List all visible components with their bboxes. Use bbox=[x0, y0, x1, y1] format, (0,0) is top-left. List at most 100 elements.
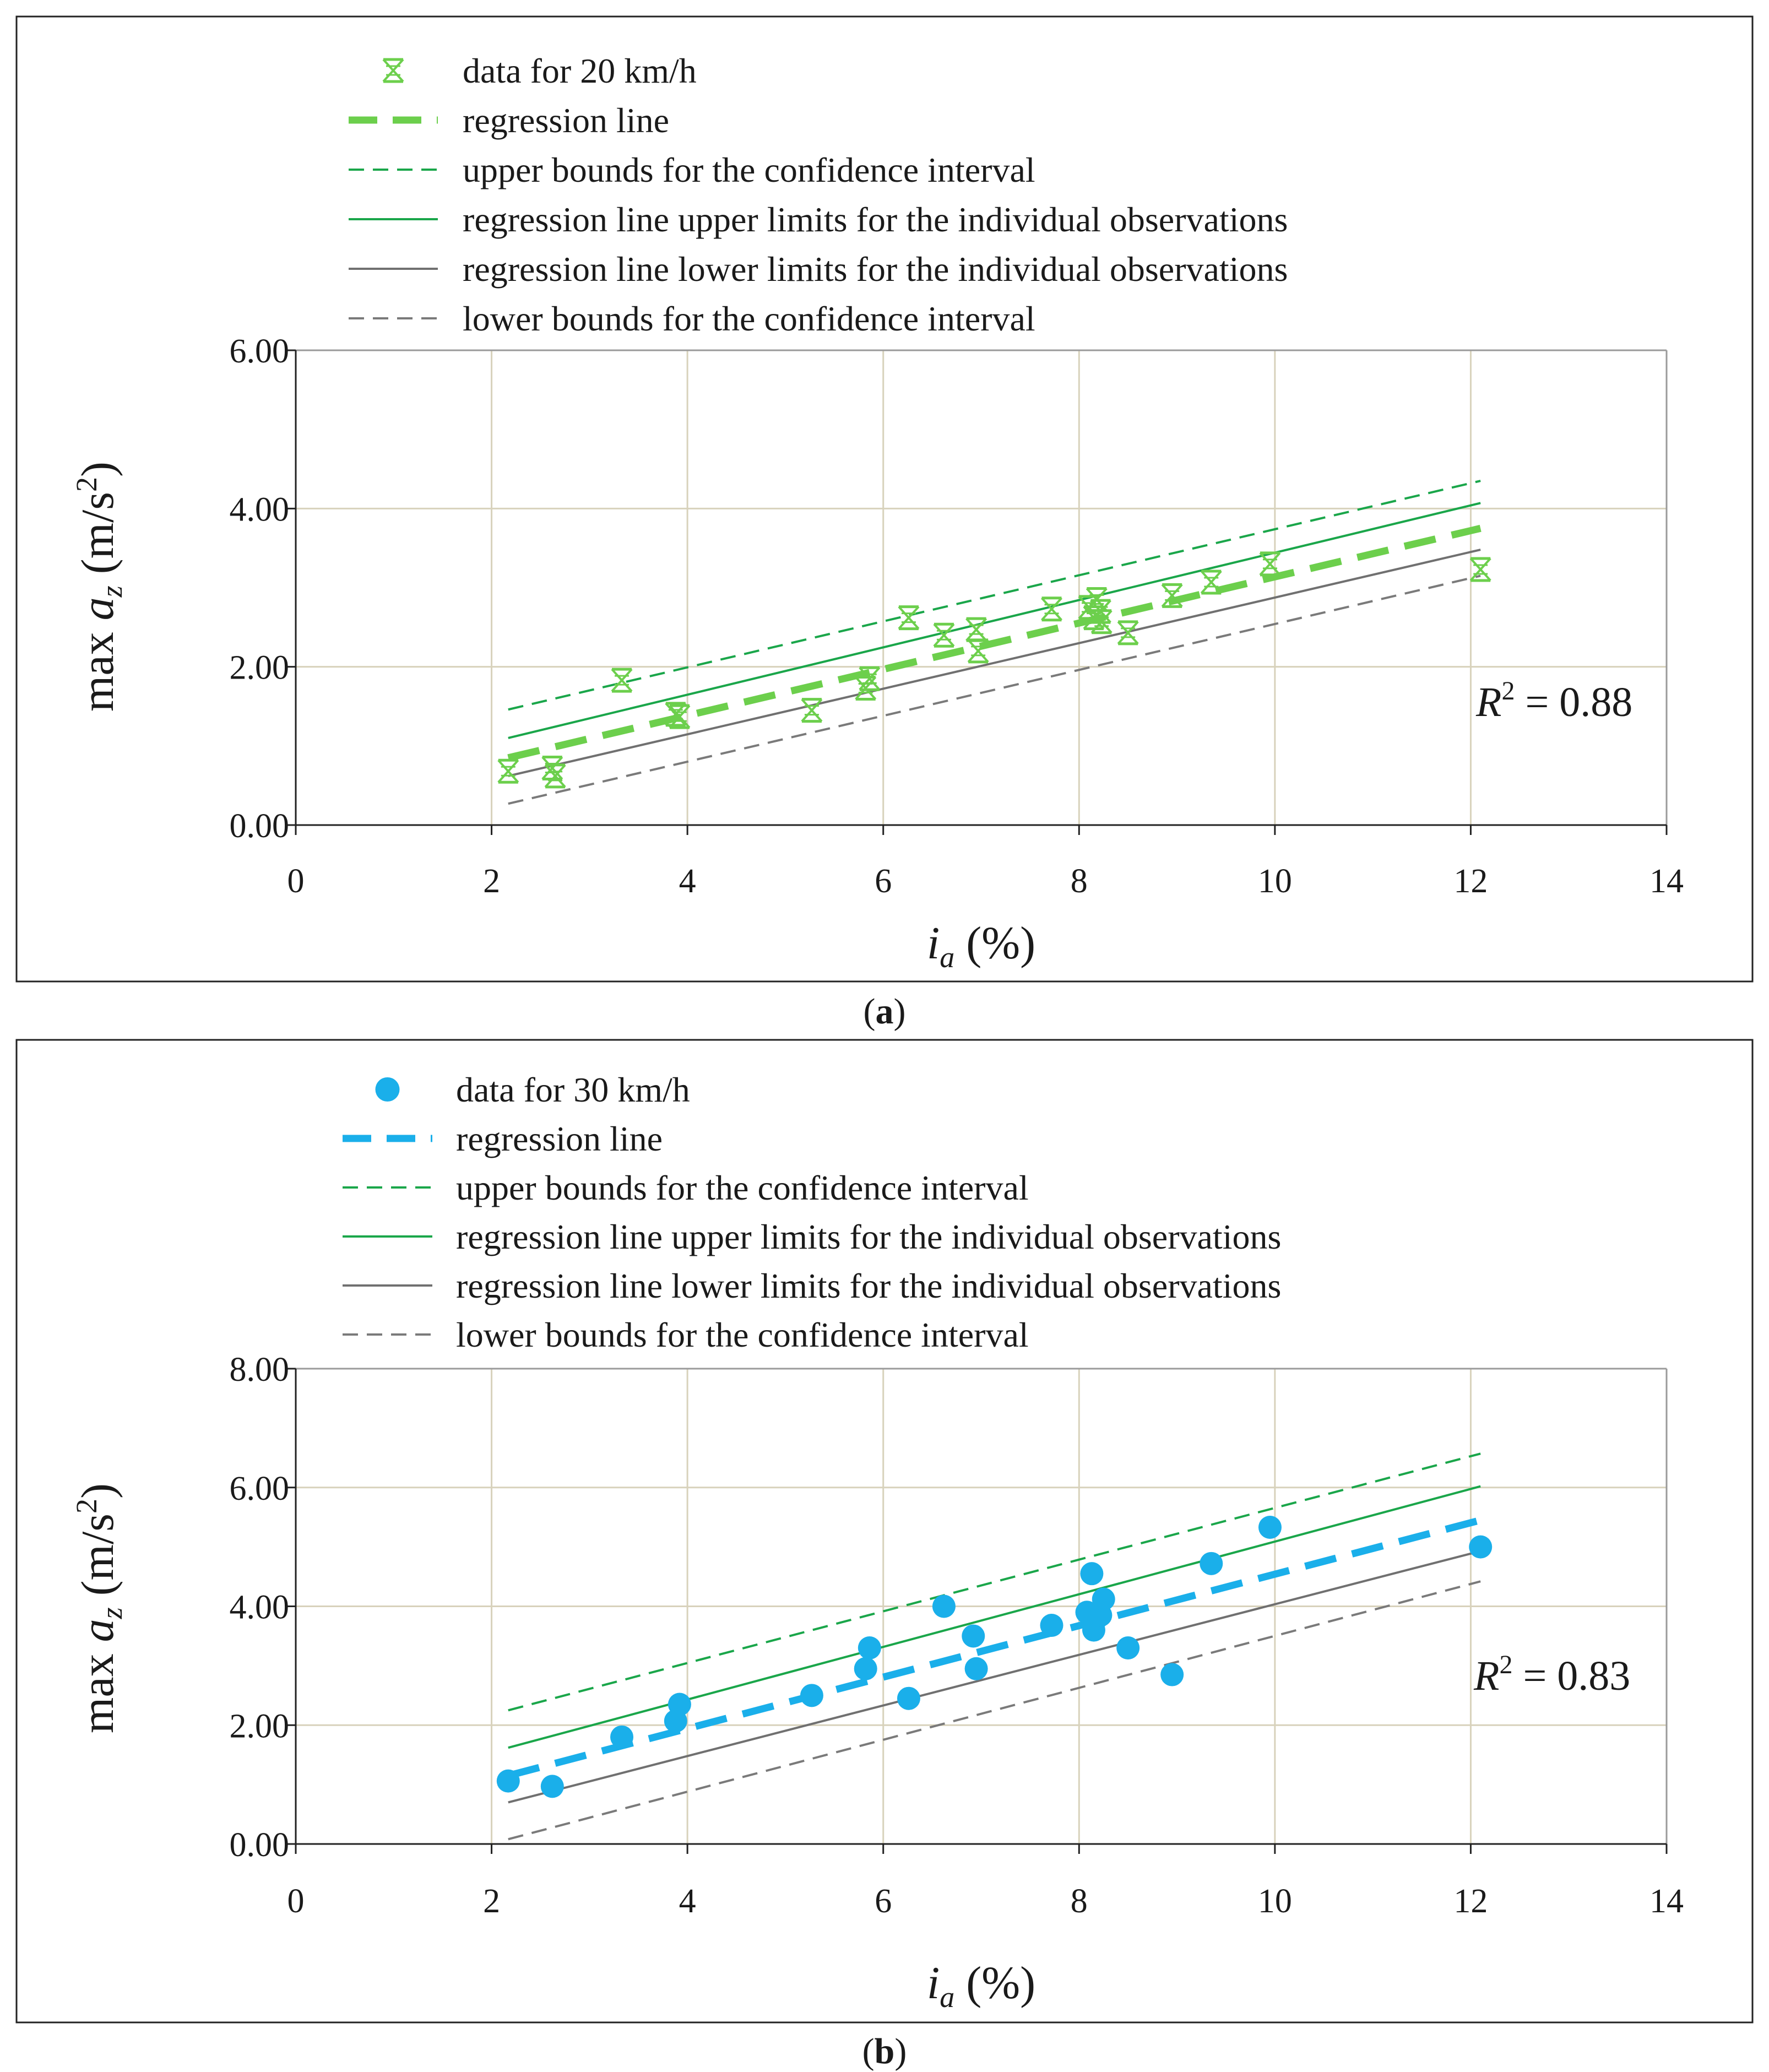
y-tick-label: 4.00 bbox=[230, 491, 290, 528]
data-point bbox=[859, 666, 881, 691]
marker-diag-2 bbox=[544, 764, 566, 788]
y-tick-label: 8.00 bbox=[230, 1351, 290, 1388]
marker-diag-2 bbox=[801, 698, 823, 723]
x-tick-label: 4 bbox=[679, 863, 696, 900]
data-point bbox=[1200, 1552, 1223, 1575]
data-point bbox=[1040, 1614, 1063, 1637]
data-point bbox=[610, 1725, 634, 1749]
data-point bbox=[1160, 1663, 1184, 1686]
marker-diag-2 bbox=[1200, 570, 1222, 594]
marker-diag-2 bbox=[859, 666, 881, 691]
r-squared-label: R2 = 0.83 bbox=[1473, 1650, 1630, 1699]
legend-item: regression line bbox=[343, 1119, 663, 1158]
x-tick-label: 6 bbox=[875, 1883, 892, 1920]
panel-frame bbox=[15, 1039, 1754, 2024]
legend-item: upper bounds for the confidence interval bbox=[343, 1168, 1029, 1207]
series-line-upper-bounds-for-the-confidence-interval bbox=[508, 1452, 1481, 1712]
x-axis-label: ia (%) bbox=[927, 1957, 1035, 2014]
x-tick-label: 6 bbox=[875, 863, 892, 900]
legend-label: data for 20 km/h bbox=[463, 51, 697, 90]
data-point bbox=[855, 675, 877, 701]
marker-diag-2 bbox=[1469, 557, 1491, 582]
x-tick-label: 4 bbox=[679, 1883, 696, 1920]
x-tick-label: 14 bbox=[1649, 1883, 1684, 1920]
marker-diag-2 bbox=[611, 668, 633, 692]
legend-item: regression line upper limits for the ind… bbox=[343, 1217, 1281, 1256]
chart-panel-a: 0 2 4 6 8 10 12 14 0.00 2.00 4.00 6.00 ia (%) max az … bbox=[15, 15, 1754, 983]
r-squared-label: R2 = 0.88 bbox=[1475, 676, 1632, 725]
y-tick-label: 6.00 bbox=[230, 333, 290, 370]
legend: data for 30 km/h regression line upper bou… bbox=[343, 1070, 1281, 1354]
data-point bbox=[967, 638, 989, 664]
x-tick-label: 0 bbox=[287, 1883, 305, 1920]
legend-label: regression line bbox=[456, 1119, 663, 1158]
marker-diag-2 bbox=[933, 623, 955, 647]
data-points bbox=[497, 551, 1491, 789]
x-tick-label: 12 bbox=[1453, 863, 1488, 900]
marker-diag-2 bbox=[967, 639, 989, 663]
legend-item: regression line upper limits for the ind… bbox=[349, 200, 1288, 239]
series-line-regression-line-upper-limits-for-the-individual-observations bbox=[508, 502, 1481, 739]
panel-frame bbox=[15, 15, 1754, 983]
legend-item: data for 30 km/h bbox=[375, 1070, 690, 1109]
legend-item: regression line bbox=[349, 101, 669, 140]
y-tick-label: 0.00 bbox=[230, 807, 290, 845]
data-point bbox=[1041, 596, 1062, 622]
data-point bbox=[497, 758, 519, 784]
data-point bbox=[1080, 1562, 1104, 1586]
x-tick-label: 14 bbox=[1649, 863, 1684, 900]
series-line-regression-line-lower-limits-for-the-individual-observations bbox=[508, 549, 1481, 777]
marker-diag-2 bbox=[669, 704, 691, 729]
data-point bbox=[1117, 620, 1139, 646]
data-point bbox=[1200, 569, 1222, 595]
data-points bbox=[496, 1516, 1493, 1798]
marker-diag-2 bbox=[1161, 584, 1183, 608]
x-tick-label: 10 bbox=[1258, 1883, 1292, 1920]
x-tick-label: 2 bbox=[483, 863, 500, 900]
legend-label: regression line bbox=[463, 101, 669, 140]
legend-label: lower bounds for the confidence interval bbox=[463, 299, 1035, 338]
legend-label: regression line lower limits for the ind… bbox=[463, 249, 1288, 289]
data-point bbox=[898, 605, 920, 631]
data-point bbox=[669, 704, 691, 729]
data-point bbox=[1092, 1587, 1115, 1611]
legend-label: regression line lower limits for the ind… bbox=[456, 1266, 1281, 1305]
x-tick-label: 10 bbox=[1258, 863, 1292, 900]
series-line-regression-line-lower-limits-for-the-individual-observations bbox=[508, 1550, 1481, 1804]
y-axis-label: max az (m/s2) bbox=[70, 462, 128, 712]
legend-item: upper bounds for the confidence interval bbox=[349, 150, 1035, 189]
legend-label: data for 30 km/h bbox=[456, 1070, 690, 1109]
data-point bbox=[1469, 1535, 1493, 1559]
y-tick-label: 0.00 bbox=[230, 1826, 290, 1864]
data-point bbox=[897, 1686, 920, 1710]
legend-item: lower bounds for the confidence interval bbox=[349, 299, 1035, 338]
data-point bbox=[858, 1636, 881, 1660]
series-line-lower-bounds-for-the-confidence-interval bbox=[508, 1580, 1481, 1841]
y-tick-label: 4.00 bbox=[230, 1589, 290, 1626]
legend-item: lower bounds for the confidence interval bbox=[343, 1315, 1029, 1354]
x-axis-label: ia (%) bbox=[927, 918, 1035, 974]
x-tick-label: 2 bbox=[483, 1883, 500, 1920]
data-point bbox=[962, 1624, 985, 1648]
legend: data for 20 km/h regression line upper bou… bbox=[349, 51, 1288, 338]
series-line-upper-bounds-for-the-confidence-interval bbox=[508, 480, 1481, 711]
legend-label: regression line upper limits for the ind… bbox=[463, 200, 1288, 239]
x-tick-label: 8 bbox=[1071, 1883, 1088, 1920]
y-axis-label: max az (m/s2) bbox=[70, 1483, 128, 1733]
data-point bbox=[1258, 1516, 1282, 1539]
legend-item: regression line lower limits for the ind… bbox=[343, 1266, 1281, 1305]
legend-item: regression line lower limits for the ind… bbox=[349, 249, 1288, 289]
data-point bbox=[540, 1775, 564, 1798]
data-point bbox=[854, 1657, 877, 1680]
data-point bbox=[668, 1693, 691, 1716]
data-point bbox=[1090, 609, 1113, 634]
series-line-regression-line bbox=[507, 1516, 1482, 1780]
marker-diag-2 bbox=[1090, 610, 1113, 634]
data-point bbox=[801, 698, 823, 723]
legend-label: upper bounds for the confidence interval bbox=[463, 150, 1035, 189]
data-point bbox=[611, 668, 633, 693]
x-tick-label: 12 bbox=[1453, 1883, 1488, 1920]
data-point bbox=[544, 763, 566, 789]
data-point bbox=[932, 1594, 956, 1618]
